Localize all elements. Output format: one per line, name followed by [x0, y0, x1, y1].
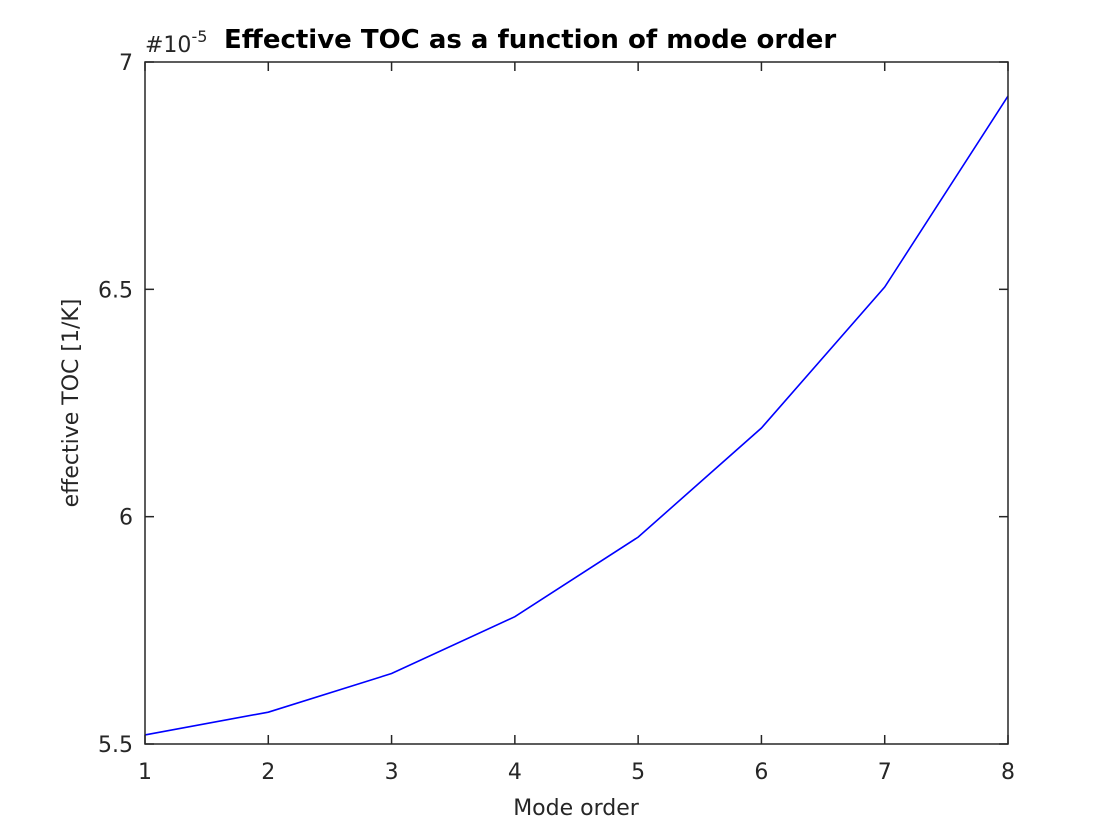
plot-area: [145, 62, 1008, 744]
y-tick-label: 6.5: [98, 278, 133, 303]
x-tick-label: 2: [261, 760, 275, 785]
x-tick-label: 4: [508, 760, 522, 785]
x-ticks: 1 2 3 4 5 6 7 8: [138, 62, 1015, 785]
x-tick-label: 1: [138, 760, 152, 785]
x-tick-label: 6: [754, 760, 768, 785]
x-tick-label: 5: [631, 760, 645, 785]
y-exponent-label: #10-5: [145, 27, 207, 58]
series-layer: [144, 95, 1009, 736]
y-tick-label: 7: [119, 51, 133, 76]
y-tick-label: 6: [119, 506, 133, 531]
x-tick-label: 7: [878, 760, 892, 785]
x-tick-label: 3: [385, 760, 399, 785]
x-axis-label: Mode order: [513, 796, 640, 821]
series-line: [144, 95, 1009, 736]
y-exponent-power: -5: [191, 27, 207, 46]
chart-title: Effective TOC as a function of mode orde…: [224, 25, 836, 55]
y-axis-label: effective TOC [1/K]: [59, 299, 84, 508]
x-tick-label: 8: [1001, 760, 1015, 785]
plot-frame: [144, 61, 1009, 745]
y-tick-label: 5.5: [98, 733, 133, 758]
y-ticks: 5.5 6 6.5 7: [98, 51, 1008, 758]
